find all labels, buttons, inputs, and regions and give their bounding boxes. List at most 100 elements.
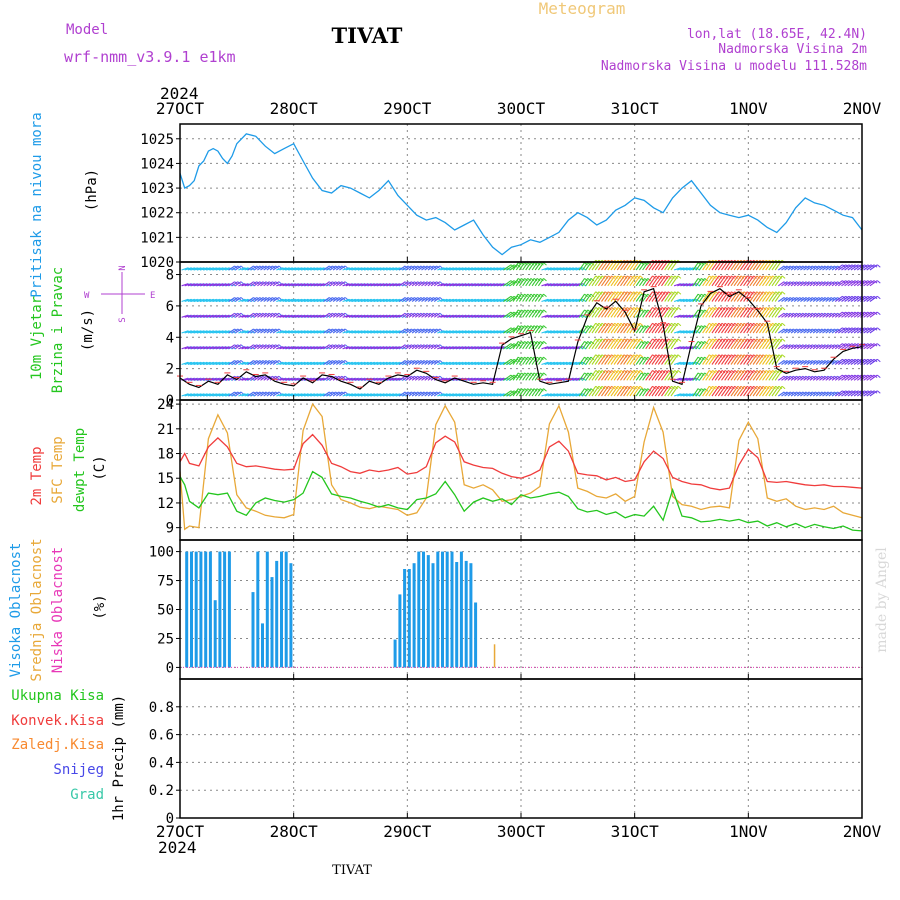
wind-barb: [822, 297, 829, 302]
wind-barb: [184, 267, 192, 271]
wind-barb-tick: [636, 291, 641, 295]
wind-barb: [686, 330, 694, 334]
wind-barb: [197, 330, 205, 334]
wind-barb: [452, 393, 460, 397]
wind-barb: [295, 283, 303, 287]
wind-barb: [515, 293, 522, 302]
wind-barb: [430, 297, 438, 302]
wind-barb: [187, 283, 195, 287]
wind-barb: [705, 370, 714, 381]
wind-barb: [607, 338, 616, 350]
wind-barb: [317, 298, 325, 303]
wind-barb-tick: [661, 338, 666, 342]
wind-barb-tick: [753, 322, 757, 327]
wind-barb: [755, 370, 764, 381]
wind-barb: [247, 375, 254, 381]
wind-barb: [478, 393, 486, 397]
wind-barb: [399, 375, 406, 381]
dewpt-line: [179, 470, 863, 532]
wind-barb: [257, 328, 264, 334]
wind-barb: [796, 391, 804, 397]
wind-barb: [762, 338, 770, 350]
wind-barb: [774, 370, 783, 381]
wind-barb: [796, 344, 804, 350]
wind-barb: [263, 391, 270, 397]
wind-barb-tick: [704, 356, 708, 360]
wind-barb-tick: [626, 354, 631, 358]
wind-barb: [234, 265, 242, 271]
wind-barb-tick: [536, 278, 541, 282]
wind-barb: [613, 338, 622, 350]
wind-barb: [721, 322, 729, 334]
wind-barb: [629, 275, 638, 287]
axis-labels: 1020102110221023102410250246891215182124…: [140, 99, 881, 841]
wind-barb: [187, 267, 195, 271]
wind-barb: [809, 391, 816, 397]
wind-barb-tick: [677, 307, 682, 311]
wind-barb-tick: [778, 354, 783, 358]
wind-barb: [392, 330, 400, 334]
wind-barbs: [181, 259, 881, 397]
wind-barb: [468, 377, 476, 381]
wind-barb: [475, 330, 483, 334]
wind-barb: [272, 328, 280, 334]
wind-barb: [692, 356, 699, 365]
wind-barb: [702, 307, 710, 318]
wind-barb: [563, 346, 571, 350]
wind-barb: [386, 267, 394, 271]
wind-barb-tick: [644, 356, 648, 360]
wind-barb-tick: [644, 388, 648, 392]
wind-barb: [664, 291, 672, 302]
wind-barb-tick: [677, 354, 682, 358]
wind-barb: [468, 393, 476, 397]
wind-barb: [468, 298, 476, 303]
wind-barb: [399, 281, 406, 287]
wind-barb: [705, 307, 714, 318]
wind-barb: [588, 370, 597, 381]
wind-barb: [746, 291, 755, 302]
wind-barb: [736, 291, 745, 302]
wind-barb: [323, 375, 330, 381]
wind-barb: [670, 275, 679, 287]
wind-barb: [746, 307, 755, 318]
wind-barb: [276, 346, 284, 350]
wind-barb: [683, 283, 691, 287]
wind-barb: [515, 388, 522, 397]
wind-barb: [866, 390, 875, 397]
wind-barb: [421, 312, 428, 318]
wind-barb: [721, 370, 729, 381]
wind-barb: [437, 267, 445, 271]
wind-barb: [392, 377, 400, 381]
wind-barb: [648, 370, 657, 381]
wind-barb: [219, 393, 227, 397]
wind-barb: [635, 325, 642, 334]
temp2m-legend: 2m Temp: [29, 446, 45, 505]
wind-barb: [629, 307, 638, 318]
wind-barb-tick: [671, 322, 675, 327]
wind-barb: [310, 267, 318, 271]
wind-barb: [383, 346, 391, 350]
wind-barb: [670, 307, 679, 318]
wind-barb: [856, 311, 865, 318]
wind-barb: [200, 393, 208, 397]
wind-barb: [790, 344, 798, 350]
wind-barb: [332, 344, 340, 350]
wind-barb: [234, 312, 242, 318]
wind-barb: [449, 314, 457, 318]
wind-barb: [203, 267, 211, 271]
wind-barb-tick: [644, 262, 648, 266]
wind-barb: [733, 338, 742, 350]
wind-barb: [626, 275, 635, 287]
wind-barb: [383, 283, 391, 287]
wind-barb-tick: [661, 385, 666, 390]
wind-barb: [307, 377, 315, 381]
wind-barb: [610, 275, 619, 287]
wind-barb: [563, 314, 571, 318]
wind-barb-tick: [721, 370, 726, 374]
wind-barb: [348, 377, 356, 381]
wind-barb: [708, 275, 717, 287]
wind-barb-tick: [772, 307, 776, 311]
wind-barb: [623, 370, 631, 381]
wind-barb-tick: [587, 325, 592, 329]
wind-barb: [339, 360, 346, 365]
